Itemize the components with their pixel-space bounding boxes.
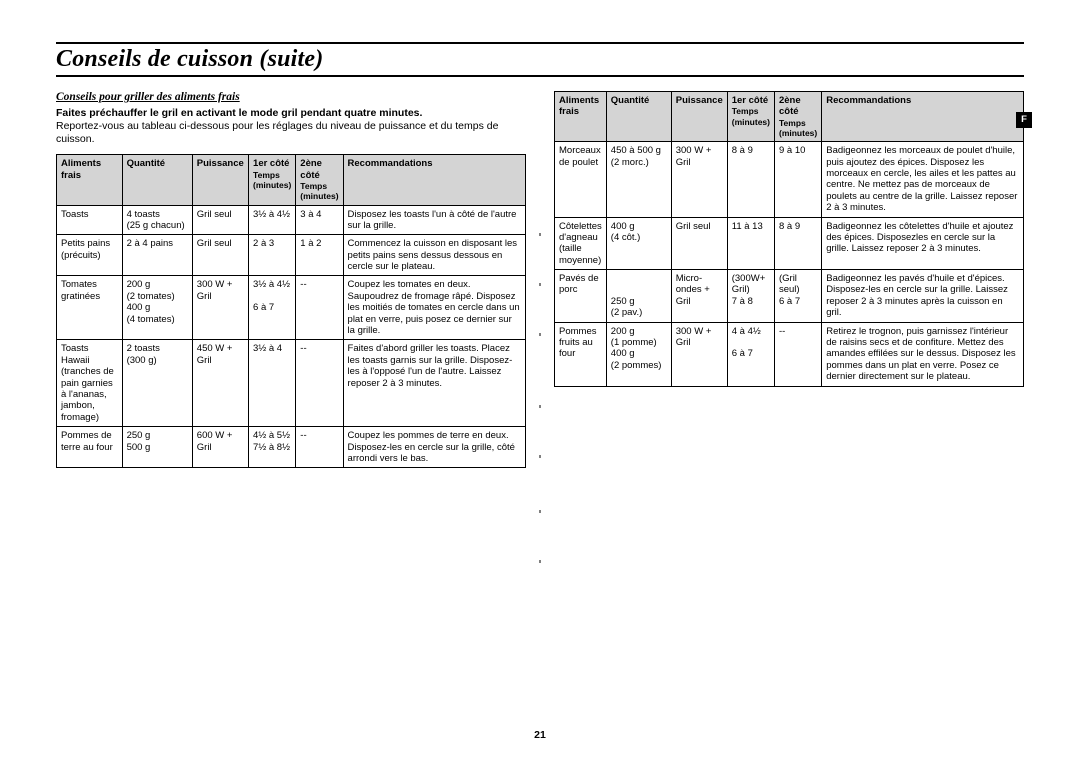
table-row: Toasts4 toasts(25 g chacun)Gril seul3½ à… [57, 205, 526, 235]
cell-food: Toasts Hawaii (tranches de pain garnies … [57, 340, 123, 427]
cell-t1: 4 à 4½6 à 7 [727, 322, 774, 386]
cell-qty: 250 g(2 pav.) [606, 270, 671, 323]
cell-food: Pommes de terre au four [57, 427, 123, 468]
cell-t1: 3½ à 4 [249, 340, 296, 427]
cell-rec: Coupez les tomates en deux. Saupoudrez d… [343, 276, 525, 340]
cell-power: Micro-ondes + Gril [671, 270, 727, 323]
cell-rec: Faites d'abord griller les toasts. Place… [343, 340, 525, 427]
cell-t2: 9 à 10 [774, 142, 821, 217]
cell-qty: 2 à 4 pains [122, 235, 192, 276]
table-row: Toasts Hawaii (tranches de pain garnies … [57, 340, 526, 427]
cell-t1: (300W+ Gril)7 à 8 [727, 270, 774, 323]
th-rec: Recommandations [822, 92, 1024, 142]
table-row: Pommes de terre au four250 g500 g600 W +… [57, 427, 526, 468]
th-qty: Quantité [606, 92, 671, 142]
cell-power: Gril seul [671, 217, 727, 270]
cell-power: 300 W + Gril [192, 276, 248, 340]
cell-food: Pavés de porc [555, 270, 607, 323]
cell-rec: Badigeonnez les pavés d'huile et d'épice… [822, 270, 1024, 323]
th-t1: 1er côtéTemps (minutes) [727, 92, 774, 142]
cell-t2: (Gril seul)6 à 7 [774, 270, 821, 323]
cell-qty: 200 g(2 tomates)400 g(4 tomates) [122, 276, 192, 340]
binding-mark [540, 455, 541, 458]
cell-qty: 250 g500 g [122, 427, 192, 468]
binding-mark [540, 283, 541, 286]
binding-mark [540, 560, 541, 563]
section-subtitle: Conseils pour griller des aliments frais [56, 91, 526, 103]
table-row: Morceaux de poulet450 à 500 g(2 morc.)30… [555, 142, 1024, 217]
th-rec: Recommandations [343, 155, 525, 205]
cell-power: 300 W + Gril [671, 142, 727, 217]
cell-food: Pommes fruits au four [555, 322, 607, 386]
cell-t2: -- [296, 340, 343, 427]
th-food: Aliments frais [555, 92, 607, 142]
cell-rec: Disposez les toasts l'un à côté de l'aut… [343, 205, 525, 235]
lead-bold: Faites préchauffer le gril en activant l… [56, 107, 526, 120]
th-power: Puissance [671, 92, 727, 142]
cell-food: Toasts [57, 205, 123, 235]
th-t1: 1er côtéTemps (minutes) [249, 155, 296, 205]
table-row: Côtelettes d'agneau (taille moyenne)400 … [555, 217, 1024, 270]
cell-t2: 1 à 2 [296, 235, 343, 276]
binding-mark [540, 405, 541, 408]
binding-mark [540, 233, 541, 236]
cell-food: Côtelettes d'agneau (taille moyenne) [555, 217, 607, 270]
cell-rec: Coupez les pommes de terre en deux. Disp… [343, 427, 525, 468]
binding-mark [540, 510, 541, 513]
cell-power: Gril seul [192, 205, 248, 235]
cell-power: 450 W + Gril [192, 340, 248, 427]
cell-food: Tomates gratinées [57, 276, 123, 340]
cell-qty: 400 g(4 côt.) [606, 217, 671, 270]
table-row: Tomates gratinées200 g(2 tomates)400 g(4… [57, 276, 526, 340]
page-title: Conseils de cuisson (suite) [56, 46, 1024, 77]
page-number: 21 [0, 729, 1080, 741]
cell-t1: 8 à 9 [727, 142, 774, 217]
cell-rec: Badigeonnez les morceaux de poulet d'hui… [822, 142, 1024, 217]
cell-qty: 200 g(1 pomme)400 g(2 pommes) [606, 322, 671, 386]
cell-t2: 8 à 9 [774, 217, 821, 270]
grill-table-left: Aliments frais Quantité Puissance 1er cô… [56, 154, 526, 468]
cell-t1: 3½ à 4½ [249, 205, 296, 235]
cell-t1: 11 à 13 [727, 217, 774, 270]
cell-power: 600 W + Gril [192, 427, 248, 468]
language-tab: F [1016, 112, 1032, 128]
table-row: Pavés de porc250 g(2 pav.)Micro-ondes + … [555, 270, 1024, 323]
cell-qty: 4 toasts(25 g chacun) [122, 205, 192, 235]
th-food: Aliments frais [57, 155, 123, 205]
cell-t1: 4½ à 5½7½ à 8½ [249, 427, 296, 468]
table-row: Pommes fruits au four200 g(1 pomme)400 g… [555, 322, 1024, 386]
cell-power: Gril seul [192, 235, 248, 276]
cell-food: Morceaux de poulet [555, 142, 607, 217]
cell-t1: 2 à 3 [249, 235, 296, 276]
cell-qty: 450 à 500 g(2 morc.) [606, 142, 671, 217]
table-row: Petits pains (précuits)2 à 4 painsGril s… [57, 235, 526, 276]
binding-mark [540, 333, 541, 336]
cell-rec: Commencez la cuisson en disposant les pe… [343, 235, 525, 276]
grill-table-right: Aliments frais Quantité Puissance 1er cô… [554, 91, 1024, 387]
cell-power: 300 W + Gril [671, 322, 727, 386]
th-qty: Quantité [122, 155, 192, 205]
th-power: Puissance [192, 155, 248, 205]
cell-t2: -- [296, 427, 343, 468]
cell-t2: 3 à 4 [296, 205, 343, 235]
cell-food: Petits pains (précuits) [57, 235, 123, 276]
cell-rec: Badigeonnez les côtelettes d'huile et aj… [822, 217, 1024, 270]
th-t2: 2ène côtéTemps (minutes) [296, 155, 343, 205]
cell-qty: 2 toasts(300 g) [122, 340, 192, 427]
th-t2: 2ène côtéTemps (minutes) [774, 92, 821, 142]
lead-text: Reportez-vous au tableau ci-dessous pour… [56, 120, 526, 146]
cell-rec: Retirez le trognon, puis garnissez l'int… [822, 322, 1024, 386]
cell-t2: -- [774, 322, 821, 386]
cell-t1: 3½ à 4½6 à 7 [249, 276, 296, 340]
cell-t2: -- [296, 276, 343, 340]
